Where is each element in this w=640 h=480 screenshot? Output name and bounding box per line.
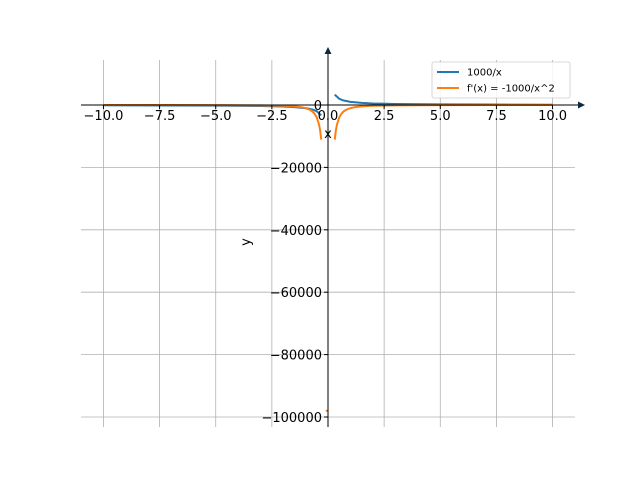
x-tick-label: −2.5 <box>256 109 288 124</box>
x-ticks: −10.0 −7.5 −5.0 −2.5 0.0 2.5 5.0 7.5 10.0 <box>84 105 567 124</box>
legend-box <box>431 61 571 99</box>
y-tick-label: −20000 <box>270 161 322 176</box>
y-ticks: 0 −20000 −40000 −60000 −80000 −100000 <box>261 99 328 426</box>
x-tick-label: 2.5 <box>374 109 395 124</box>
legend-label-series-2: f'(x) = -1000/x^2 <box>467 84 555 95</box>
axes <box>81 47 585 427</box>
y-tick-label: −40000 <box>270 224 322 239</box>
x-tick-label: 5.0 <box>430 109 451 124</box>
y-tick-label: −60000 <box>270 286 322 301</box>
y-tick-label: −100000 <box>261 411 322 426</box>
y-tick-label: −80000 <box>270 349 322 364</box>
x-tick-label: −5.0 <box>200 109 232 124</box>
x-tick-label: −10.0 <box>84 109 124 124</box>
x-tick-label: 7.5 <box>486 109 507 124</box>
legend-label-series-1: 1000/x <box>467 68 502 79</box>
y-tick-label: 0 <box>314 99 322 114</box>
x-axis-arrow-icon <box>578 101 585 109</box>
x-tick-label: −7.5 <box>144 109 176 124</box>
x-axis-title: x <box>324 127 332 142</box>
legend: 1000/x f'(x) = -1000/x^2 <box>431 61 571 99</box>
x-tick-label: 0.0 <box>318 109 339 124</box>
y-axis-arrow-icon <box>324 47 332 54</box>
y-axis-title: y <box>239 238 254 246</box>
x-tick-label: 10.0 <box>538 109 567 124</box>
